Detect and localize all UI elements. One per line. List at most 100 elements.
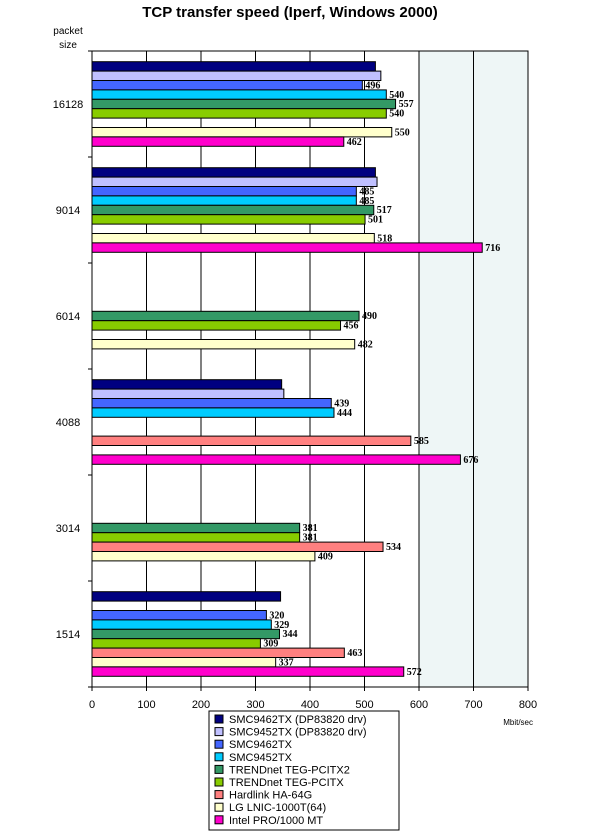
legend-entry-6: TRENDnet TEG-PCITX <box>229 777 344 789</box>
bar-4088-1 <box>91 379 283 390</box>
bar-4088-2 <box>91 388 285 400</box>
x-tick-label-100: 100 <box>137 699 155 711</box>
x-tick-label-group: 0 100 200 300 400 500 600 700 800 <box>89 687 537 711</box>
data-label-1514-3: 320 <box>269 610 284 621</box>
data-label-1514-8: 337 <box>279 657 294 668</box>
data-label-9014-3: 485 <box>359 186 374 197</box>
bar-1514-5 <box>91 628 280 640</box>
category-label-16128: 16128 <box>53 99 84 111</box>
bar-9014-2 <box>91 176 378 188</box>
data-label-16128-5: 557 <box>399 99 414 110</box>
data-label-1514-9: 572 <box>407 667 422 678</box>
data-label-6014-5: 490 <box>362 311 377 322</box>
legend-box <box>208 710 400 831</box>
bar-3014-6 <box>91 532 301 543</box>
legend-swatch-8 <box>214 802 224 812</box>
bar-16128-6 <box>91 108 387 119</box>
data-label-16128-8: 550 <box>395 127 410 138</box>
data-label-16128-9: 462 <box>347 137 362 148</box>
data-label-3014-8: 409 <box>318 551 333 562</box>
legend-entry-3: SMC9462TX <box>229 739 293 751</box>
legend-swatch-6 <box>214 777 224 787</box>
bar-6014-8 <box>91 339 356 350</box>
bar-1514-6 <box>91 638 261 649</box>
bar-9014-5 <box>91 204 375 216</box>
bar-6014-5 <box>91 310 360 322</box>
data-label-9014-6: 501 <box>368 215 383 226</box>
bar-16128-5 <box>91 98 397 110</box>
bar-4088-4 <box>91 407 335 418</box>
category-label-1514: 1514 <box>56 629 80 641</box>
category-label-9014: 9014 <box>56 205 80 217</box>
legend-swatch-5 <box>214 764 224 774</box>
x-tick-label-300: 300 <box>246 699 264 711</box>
bar-16128-9 <box>91 136 345 147</box>
data-label-6014-6: 456 <box>344 321 359 332</box>
bar-3014-8 <box>91 551 316 562</box>
data-label-9014-5: 517 <box>377 205 392 216</box>
bar-1514-9 <box>91 666 405 677</box>
legend-swatch-4 <box>214 752 224 762</box>
bar-1514-3 <box>91 610 267 621</box>
category-label-4088: 4088 <box>56 417 80 429</box>
category-label-3014: 3014 <box>56 523 80 535</box>
bar-4088-9 <box>91 454 461 465</box>
data-label-3014-7: 534 <box>386 542 401 553</box>
bar-16128-3 <box>91 80 363 91</box>
data-label-3014-6: 381 <box>303 533 318 544</box>
bar-9014-9 <box>91 242 483 253</box>
bar-1514-1 <box>91 591 282 602</box>
legend-entry-7: Hardlink HA-64G <box>229 790 312 802</box>
legend: SMC9462TX (DP83820 drv)SMC9452TX (DP8382… <box>208 710 400 831</box>
data-label-4088-3: 439 <box>334 398 349 409</box>
data-label-16128-4: 540 <box>389 90 404 101</box>
bar-6014-6 <box>91 320 342 331</box>
bar-9014-8 <box>91 233 375 244</box>
bar-9014-1 <box>91 167 376 178</box>
category-label-6014: 6014 <box>56 311 80 323</box>
legend-entry-8: LG LNIC-1000T(64) <box>229 802 326 814</box>
data-label-6014-8: 482 <box>358 339 373 350</box>
x-tick-label-600: 600 <box>410 699 428 711</box>
x-tick-label-0: 0 <box>89 699 95 711</box>
bar-16128-4 <box>91 89 387 100</box>
bar-1514-8 <box>91 657 277 668</box>
data-label-9014-9: 716 <box>485 243 500 254</box>
legend-swatch-1 <box>214 714 224 724</box>
legend-swatch-7 <box>214 790 224 800</box>
data-label-4088-7: 585 <box>414 436 429 447</box>
bar-9014-3 <box>91 186 357 197</box>
data-label-1514-4: 329 <box>274 620 289 631</box>
legend-swatch-3 <box>214 739 224 749</box>
data-label-4088-9: 676 <box>463 455 478 466</box>
x-tick-label-400: 400 <box>301 699 319 711</box>
x-tick-label-200: 200 <box>192 699 210 711</box>
data-label-group: 4965405575405504624854855175015187164904… <box>263 80 500 677</box>
legend-entry-5: TRENDnet TEG-PCITX2 <box>229 764 350 776</box>
chart-title: TCP transfer speed (Iperf, Windows 2000) <box>142 4 438 21</box>
x-axis-unit-label: Mbit/sec <box>503 718 533 727</box>
bar-9014-4 <box>91 195 357 206</box>
x-tick-label-700: 700 <box>464 699 482 711</box>
bar-4088-7 <box>91 435 412 447</box>
legend-entry-9: Intel PRO/1000 MT <box>229 815 323 827</box>
bar-1514-4 <box>91 619 272 630</box>
bar-16128-8 <box>91 127 393 138</box>
legend-swatch-9 <box>214 815 224 825</box>
legend-entry-1: SMC9462TX (DP83820 drv) <box>229 714 367 726</box>
category-label-group: 16128 9014 6014 4088 3014 1514 <box>53 99 84 641</box>
bar-16128-2 <box>91 70 382 81</box>
bar-4088-3 <box>91 398 332 409</box>
data-label-1514-7: 463 <box>347 648 362 659</box>
x-tick-label-500: 500 <box>355 699 373 711</box>
data-label-1514-5: 344 <box>282 629 297 640</box>
data-label-16128-6: 540 <box>389 109 404 120</box>
legend-entry-2: SMC9452TX (DP83820 drv) <box>229 727 367 739</box>
data-label-16128-3: 496 <box>365 80 380 91</box>
data-label-9014-4: 485 <box>359 196 374 207</box>
data-label-1514-6: 309 <box>263 639 278 650</box>
x-tick-label-800: 800 <box>519 699 537 711</box>
data-label-9014-8: 518 <box>377 233 392 244</box>
bar-3014-5 <box>91 522 301 534</box>
